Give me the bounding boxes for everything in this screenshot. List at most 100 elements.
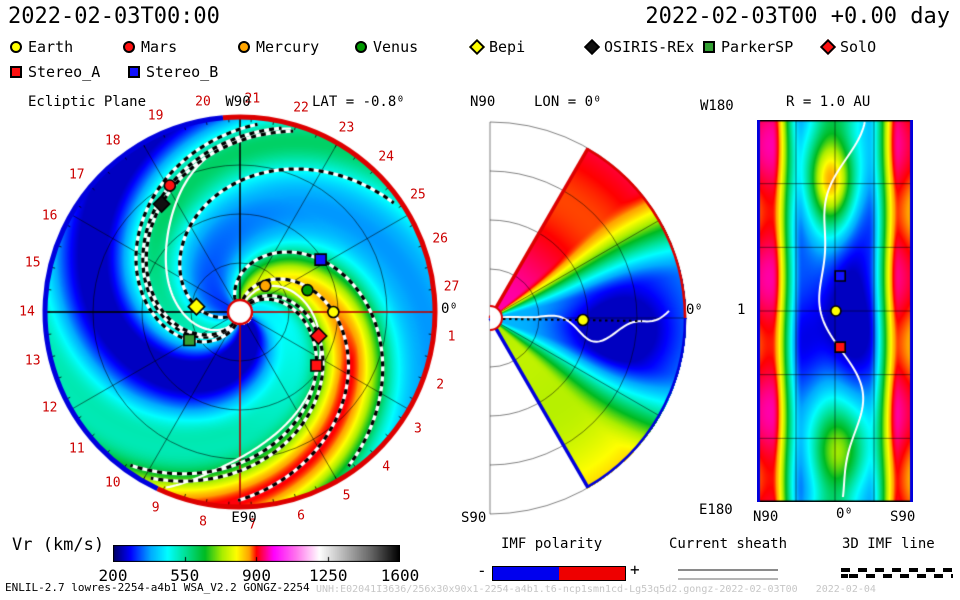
imf-line-label: 3D IMF line — [842, 536, 935, 552]
map-e180-label: E180 — [699, 502, 733, 518]
legend-item-bepi: Bepi — [468, 38, 526, 56]
legend-item-venus: Venus — [355, 38, 418, 56]
legend-label: SolO — [840, 38, 877, 56]
model-info: ENLIL-2.7 lowres-2254-a4b1 WSA_V2.2 GONG… — [5, 581, 310, 594]
colorbar-tick-label: 1600 — [380, 566, 420, 585]
day-label: 26 — [432, 231, 448, 247]
colorbar-canvas — [113, 545, 400, 562]
current-sheath-label: Current sheath — [669, 536, 788, 552]
day-label: 3 — [414, 421, 422, 437]
meridional-title: LON = 0⁰ — [534, 94, 602, 110]
legend-label: OSIRIS-REx — [604, 38, 695, 56]
day-label: 24 — [378, 149, 394, 165]
venus-marker-icon — [355, 41, 367, 53]
ecliptic-lat-label: LAT = -0.8⁰ — [312, 94, 405, 110]
stereo_a-marker-icon — [10, 66, 22, 78]
day-label: 2 — [436, 377, 445, 393]
colorbar-tick-label: 200 — [98, 566, 128, 585]
meridional-s90-label: S90 — [461, 510, 487, 526]
day-label: 6 — [297, 508, 306, 524]
legend-label: Bepi — [489, 38, 526, 56]
legend-item-stereo_a: Stereo_A — [10, 63, 100, 81]
day-label: 17 — [68, 167, 85, 183]
current-sheath-sample-icon — [678, 569, 778, 580]
legend-row-1: Earth Mars Mercury Venus Bepi OSIRIS-REx Parke… — [0, 38, 960, 62]
map-title: R = 1.0 AU — [786, 94, 871, 110]
mars-marker-icon — [123, 41, 135, 53]
legend-label: ParkerSP — [721, 38, 794, 56]
day-label: 14 — [19, 304, 35, 320]
bepi-marker-icon — [468, 38, 486, 56]
map-radius-tick: 1 — [737, 302, 746, 318]
imf-negative-swatch — [493, 567, 559, 580]
day-label: 21 — [244, 91, 261, 107]
legend-label: Stereo_A — [28, 63, 101, 81]
day-label: 7 — [248, 517, 257, 533]
osiris-rex-marker-icon — [583, 38, 601, 56]
watermark: UNH:E02041I3636/256x30x90x1-2254-a4b1.t6… — [316, 584, 876, 595]
day-label: 25 — [410, 187, 426, 203]
day-label: 5 — [342, 488, 351, 504]
forecast-time: 2022-02-03T00 +0.00 day — [645, 4, 950, 29]
colorbar-tick-label: 550 — [170, 566, 200, 585]
mercury-marker-icon — [238, 41, 250, 53]
meridional-n90-label: N90 — [470, 94, 496, 110]
colorbar-label: Vr (km/s) — [12, 535, 105, 555]
imf-positive-swatch — [559, 567, 625, 580]
ecliptic-e90-label: E90 — [231, 510, 257, 526]
ecliptic-plane-canvas — [40, 112, 440, 512]
imf-polarity-label: IMF polarity — [501, 536, 603, 552]
legend-item-osiris-rex: OSIRIS-REx — [583, 38, 695, 56]
legend-item-earth: Earth — [10, 38, 73, 56]
day-label: 8 — [199, 514, 207, 530]
colorbar-tick-label: 1250 — [308, 566, 348, 585]
meridional-plane-canvas — [475, 110, 700, 526]
map-lat0-label: 0⁰ — [836, 506, 853, 522]
legend-item-parkersp: ParkerSP — [703, 38, 793, 56]
day-label: 12 — [41, 400, 58, 416]
colorbar-tick-label: 900 — [242, 566, 271, 585]
day-label: 13 — [24, 353, 41, 369]
legend-label: Mercury — [256, 38, 320, 56]
day-label: 22 — [293, 100, 309, 116]
synoptic-map-canvas — [757, 120, 913, 502]
model-time: 2022-02-03T00:00 — [8, 4, 220, 29]
earth-marker-icon — [10, 41, 22, 53]
day-label: 1 — [447, 329, 456, 345]
day-label: 27 — [443, 279, 460, 295]
legend-label: Stereo_B — [146, 63, 219, 81]
map-n90-label: N90 — [753, 509, 779, 525]
day-label: 11 — [69, 441, 85, 457]
legend-label: Earth — [28, 38, 74, 56]
day-label: 19 — [147, 108, 164, 124]
legend-item-solo: SolO — [819, 38, 877, 56]
day-label: 23 — [338, 120, 355, 136]
ecliptic-lon0-label: 0⁰ — [441, 301, 458, 317]
ecliptic-title: Ecliptic Plane — [28, 94, 147, 110]
legend-item-stereo_b: Stereo_B — [128, 63, 218, 81]
map-s90-label: S90 — [890, 509, 916, 525]
meridional-lon0-label: 0⁰ — [686, 302, 703, 318]
day-label: 16 — [41, 208, 58, 224]
legend-item-mars: Mars — [123, 38, 177, 56]
day-label: 10 — [104, 475, 121, 491]
imf-line-dash-row — [841, 568, 953, 572]
map-w180-label: W180 — [700, 98, 734, 114]
day-label: 15 — [24, 255, 41, 271]
imf-line-dash-row — [841, 574, 953, 578]
day-label: 18 — [104, 133, 121, 149]
legend-row-2: Stereo_A Stereo_B — [0, 63, 960, 87]
ecliptic-w90-label: W90 — [225, 94, 251, 110]
imf-minus-sign: - — [477, 561, 487, 580]
imf-plus-sign: + — [630, 560, 640, 579]
stereo_b-marker-icon — [128, 66, 140, 78]
day-label: 4 — [382, 459, 391, 475]
parkersp-marker-icon — [703, 41, 715, 53]
imf-line-sample-icon — [841, 568, 953, 578]
imf-polarity-bar-icon — [492, 566, 626, 581]
legend-item-mercury: Mercury — [238, 38, 319, 56]
legend-label: Mars — [141, 38, 178, 56]
solo-marker-icon — [819, 38, 837, 56]
day-label: 9 — [151, 500, 160, 516]
